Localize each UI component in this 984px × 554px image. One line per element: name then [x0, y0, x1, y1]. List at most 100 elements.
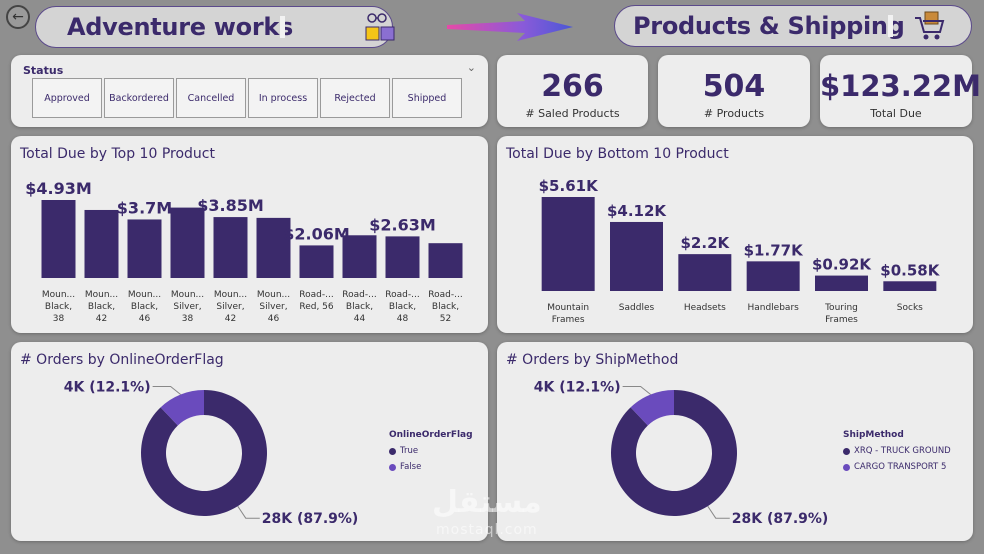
- kpi-total-due: $123.22M Total Due: [820, 55, 981, 127]
- category-label: Moun...: [85, 290, 118, 300]
- top10-bar-chart: $4.93M Moun... Black, 38 Moun... Black, 42 $3.7…: [25, 179, 463, 324]
- slice-label: 28K (87.9%): [732, 511, 829, 527]
- data-label: $2.63M: [369, 215, 436, 234]
- status-option-approved[interactable]: Approved: [32, 78, 102, 118]
- chart-title: # Orders by ShipMethod: [506, 352, 679, 368]
- watermark-latin: mostaql.com: [436, 522, 538, 538]
- kpi-label: # Saled Products: [525, 107, 620, 120]
- data-label: $1.77K: [744, 241, 804, 259]
- status-slicer: Status ⌄ Approved Backordered Cancelled In …: [11, 55, 488, 127]
- bar[interactable]: [883, 281, 937, 291]
- legend-item[interactable]: CARGO TRANSPORT 5: [843, 462, 951, 472]
- slice-label: 4K (12.1%): [64, 379, 151, 395]
- bar[interactable]: [541, 197, 595, 291]
- data-label: $4.12K: [607, 202, 667, 220]
- donut-slice[interactable]: [141, 390, 267, 516]
- bar[interactable]: [170, 207, 205, 278]
- donut-slice[interactable]: [160, 390, 204, 426]
- legend-title: ShipMethod: [843, 430, 904, 440]
- shopping-cart-icon: [915, 11, 945, 40]
- donut-slice[interactable]: [611, 390, 737, 516]
- category-label: Black,: [131, 302, 158, 312]
- chart-title: Total Due by Bottom 10 Product: [506, 146, 729, 162]
- category-label: Socks: [897, 303, 923, 313]
- bar[interactable]: [127, 219, 162, 278]
- page-title-pill: Products & Shipping: [614, 5, 972, 47]
- slice-label: 28K (87.9%): [262, 511, 359, 527]
- bar[interactable]: [428, 243, 463, 278]
- status-option-rejected[interactable]: Rejected: [320, 78, 390, 118]
- chevron-down-icon[interactable]: ⌄: [466, 61, 476, 74]
- status-option-backordered[interactable]: Backordered: [104, 78, 174, 118]
- leader-line: [237, 505, 260, 519]
- bar[interactable]: [342, 235, 377, 278]
- title-separator: [888, 15, 893, 37]
- bottom10-bar-chart: $5.61K Mountain Frames $4.12K Saddles $2.2K He…: [539, 177, 941, 325]
- ship-method-card[interactable]: # Orders by ShipMethod 4K (12.1%) 28K (87…: [497, 342, 973, 541]
- legend-item[interactable]: XRQ - TRUCK GROUND: [843, 446, 951, 456]
- category-label: Moun...: [128, 290, 161, 300]
- data-label: $3.85M: [197, 196, 264, 215]
- category-label: Road-...: [342, 290, 376, 300]
- chart-title: # Orders by OnlineOrderFlag: [20, 352, 224, 368]
- category-label: Headsets: [684, 303, 726, 313]
- category-label: 38: [182, 314, 194, 324]
- category-label: Handlebars: [747, 303, 799, 313]
- bottom10-chart-card[interactable]: Total Due by Bottom 10 Product $5.61K Mou…: [497, 136, 973, 333]
- workflow-store-icon: [365, 13, 395, 41]
- category-label: Saddles: [619, 303, 655, 313]
- legend-item[interactable]: True: [389, 446, 473, 456]
- bar[interactable]: [815, 275, 868, 291]
- back-arrow-icon[interactable]: ←: [6, 5, 30, 29]
- title-separator: [280, 16, 285, 38]
- kpi-label: # Products: [703, 107, 765, 120]
- bar[interactable]: [678, 254, 732, 291]
- bar[interactable]: [84, 209, 119, 278]
- legend-label: XRQ - TRUCK GROUND: [854, 446, 951, 456]
- status-option-cancelled[interactable]: Cancelled: [176, 78, 246, 118]
- data-label: $2.06M: [283, 224, 350, 243]
- chart-title: Total Due by Top 10 Product: [20, 146, 215, 162]
- legend-item[interactable]: False: [389, 462, 473, 472]
- category-label: Moun...: [171, 290, 204, 300]
- data-label: $5.61K: [539, 177, 599, 195]
- data-label: $3.7M: [117, 198, 172, 217]
- category-label: Road-...: [428, 290, 462, 300]
- bar[interactable]: [746, 261, 800, 291]
- status-option-in-process[interactable]: In process: [248, 78, 318, 118]
- category-label: 52: [440, 314, 451, 324]
- bar[interactable]: [385, 236, 420, 278]
- category-label: Silver,: [173, 302, 201, 312]
- bar[interactable]: [610, 221, 663, 291]
- kpi-value: $123.22M: [820, 69, 981, 103]
- data-label: $0.58K: [880, 261, 940, 279]
- category-label: Road-...: [385, 290, 419, 300]
- bar[interactable]: [299, 245, 334, 278]
- category-label: Moun...: [42, 290, 75, 300]
- donut-slice[interactable]: [630, 390, 674, 426]
- bar[interactable]: [213, 217, 248, 278]
- category-label: Black,: [88, 302, 115, 312]
- data-label: $4.93M: [25, 179, 92, 198]
- status-option-shipped[interactable]: Shipped: [392, 78, 462, 118]
- slice-label: 4K (12.1%): [534, 379, 621, 395]
- legend: OnlineOrderFlag True False: [389, 430, 473, 472]
- legend-dot: [389, 447, 396, 455]
- data-label: $2.2K: [681, 234, 731, 252]
- legend-label: True: [400, 446, 419, 456]
- online-order-flag-card[interactable]: # Orders by OnlineOrderFlag 4K (12.1%) 28…: [11, 342, 488, 541]
- bar[interactable]: [256, 217, 291, 278]
- category-label: 46: [139, 314, 151, 324]
- category-label: 42: [96, 314, 107, 324]
- kpi-value: 266: [541, 69, 604, 104]
- legend-label: CARGO TRANSPORT 5: [854, 462, 947, 472]
- legend: ShipMethod XRQ - TRUCK GROUND CARGO TRAN…: [843, 430, 951, 472]
- top10-chart-card[interactable]: Total Due by Top 10 Product $4.93M Moun..…: [11, 136, 488, 333]
- watermark-arabic: مستقل: [432, 485, 542, 520]
- leader-line: [707, 505, 730, 519]
- category-label: 42: [225, 314, 236, 324]
- data-label: $0.92K: [812, 256, 872, 274]
- status-options: Approved Backordered Cancelled In process Re…: [32, 78, 462, 118]
- category-label: Touring: [824, 303, 858, 313]
- bar[interactable]: [41, 200, 76, 278]
